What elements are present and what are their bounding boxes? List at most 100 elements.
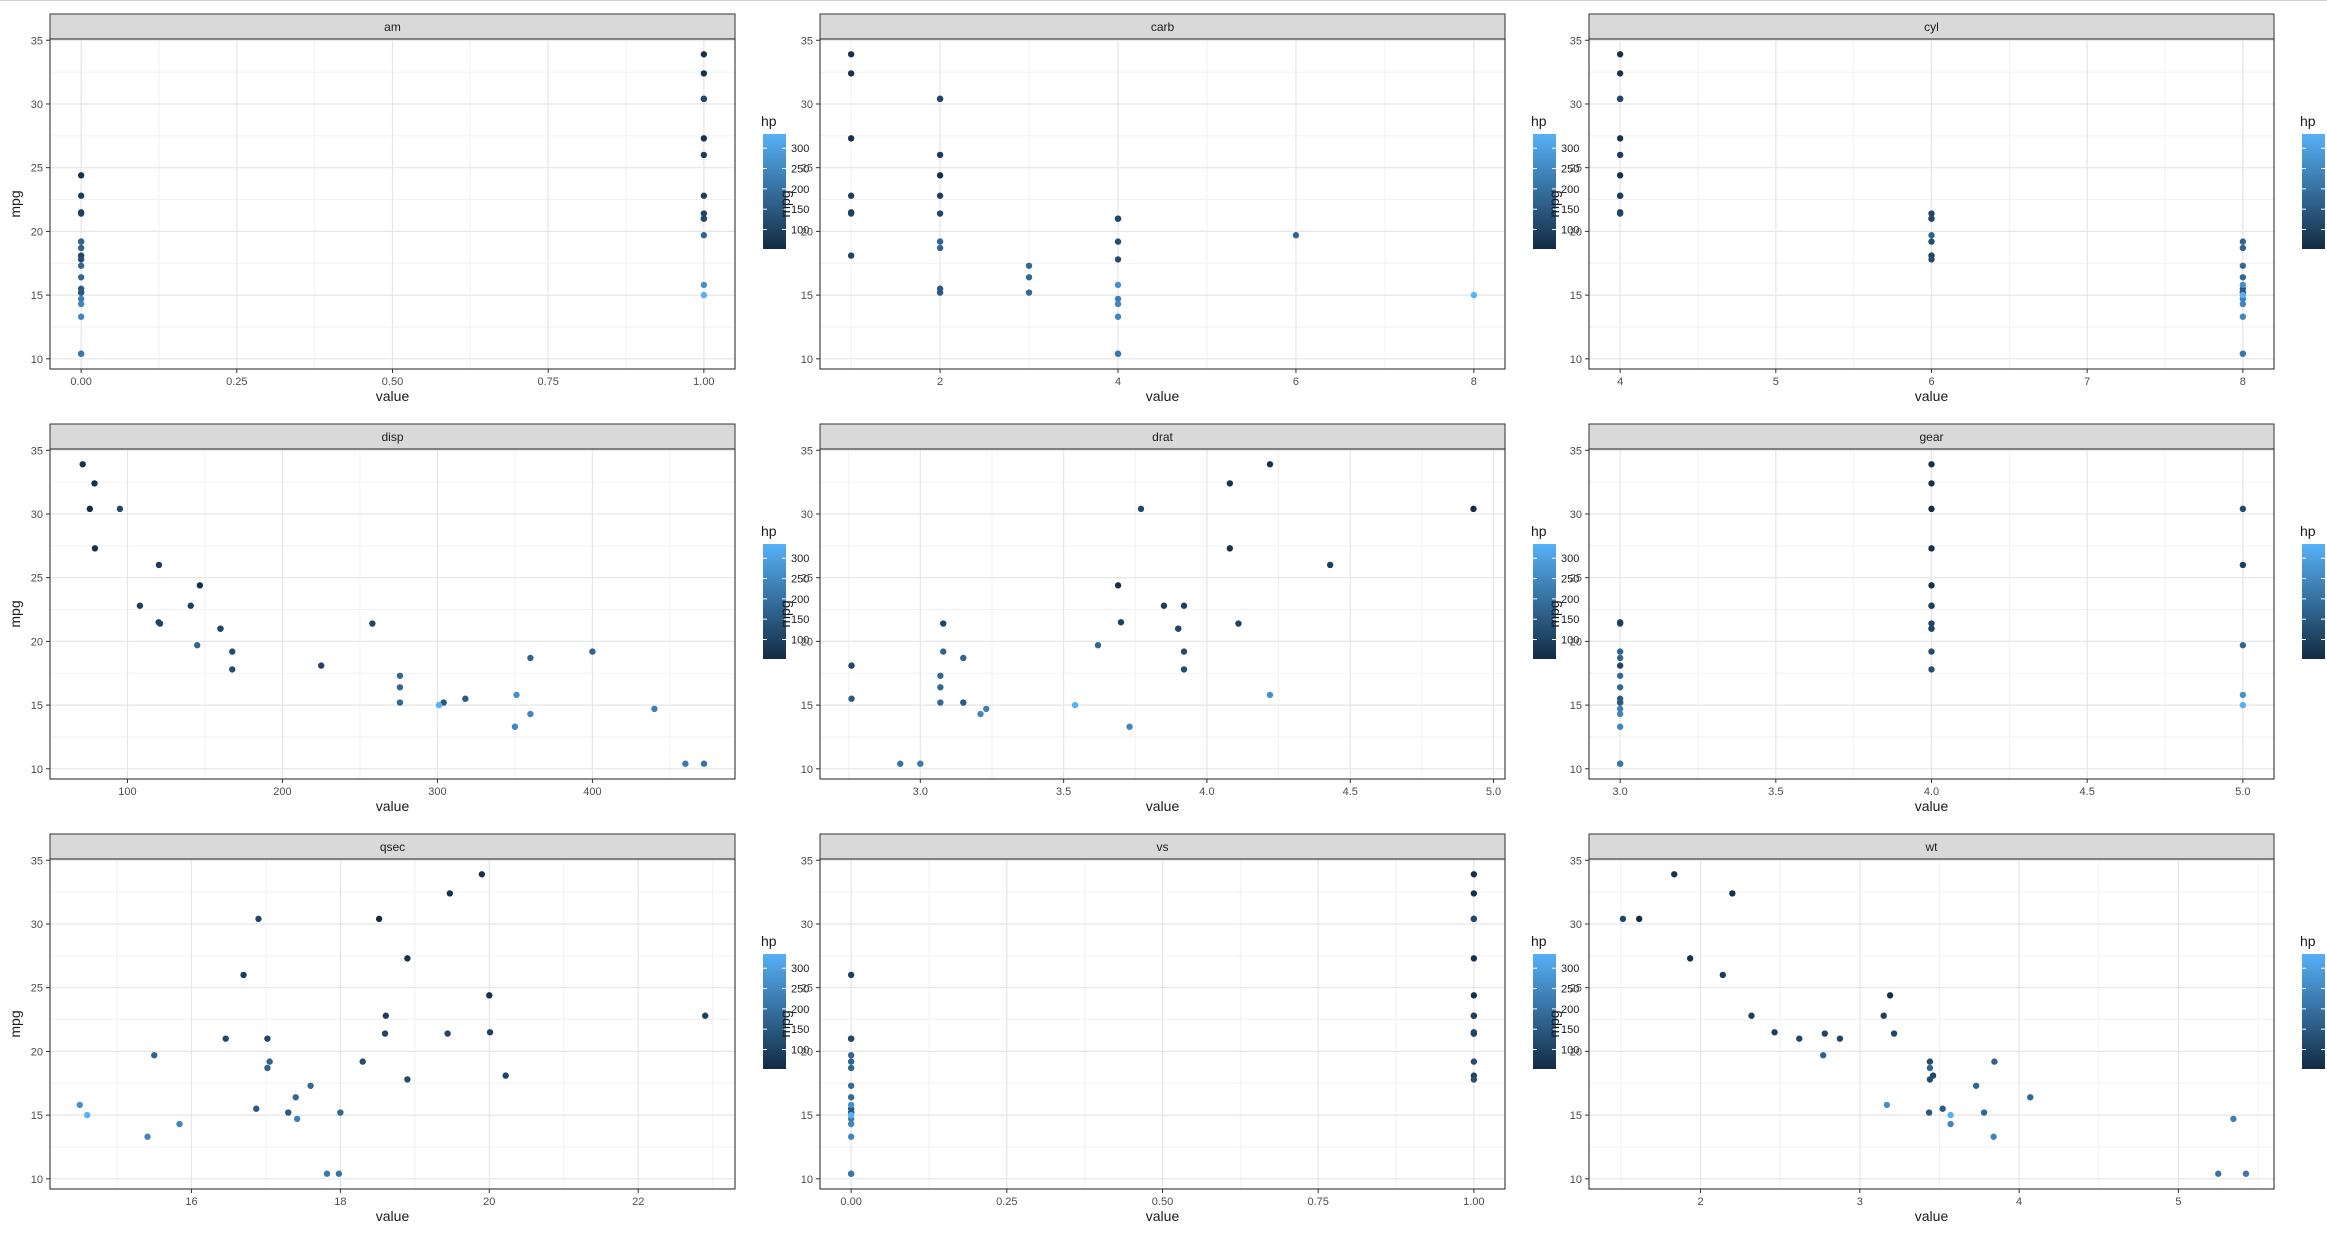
data-point [1616, 699, 1624, 706]
y-axis-title: mpg [777, 190, 793, 217]
data-point [1928, 666, 1935, 673]
data-point [1266, 691, 1274, 699]
data-point [1821, 1030, 1828, 1037]
panel-background [820, 39, 1505, 369]
strip-label: vs [1157, 840, 1169, 854]
data-point [1071, 701, 1079, 709]
x-tick-label: 2 [937, 376, 943, 388]
data-point [382, 1012, 389, 1019]
data-point [936, 238, 944, 245]
x-tick-label: 5.0 [1486, 786, 1501, 798]
data-point [1771, 1029, 1778, 1036]
strip-cyl [1588, 13, 2275, 40]
data-point [1928, 620, 1935, 627]
data-point [285, 1109, 292, 1116]
x-tick-label: 0.25 [226, 376, 247, 388]
y-tick-label: 25 [31, 983, 43, 995]
y-tick-label: 15 [801, 290, 813, 302]
data-point [847, 135, 855, 142]
data-point [486, 992, 493, 999]
y-tick-label: 20 [801, 1046, 813, 1058]
y-axis-title: mpg [7, 1010, 23, 1037]
data-point [937, 672, 944, 679]
data-point [2239, 505, 2247, 513]
data-point [79, 461, 86, 468]
data-point [1947, 1111, 1954, 1119]
y-tick-label: 25 [31, 573, 43, 585]
x-tick-label: 18 [334, 1196, 346, 1208]
data-point [77, 289, 85, 296]
y-tick-label: 10 [31, 354, 43, 366]
data-point [1094, 642, 1102, 649]
legend-tick-label: 300 [791, 963, 809, 975]
data-point [462, 695, 469, 702]
panel-background [50, 449, 735, 779]
x-tick-label: 16 [185, 1196, 197, 1208]
data-point [1729, 890, 1736, 897]
y-tick-label: 25 [801, 983, 813, 995]
panel-border [819, 448, 1506, 780]
data-point [589, 648, 596, 655]
y-tick-label: 20 [31, 636, 43, 648]
x-axis-title: value [1915, 388, 1949, 404]
data-point [1928, 602, 1935, 609]
legend-tick-label: 150 [791, 1024, 809, 1036]
data-point [86, 505, 94, 513]
data-point [847, 1052, 855, 1059]
data-point [1928, 210, 1935, 217]
legend-tick-label: 100 [1561, 634, 1579, 646]
y-tick-label: 25 [1570, 573, 1582, 585]
data-point [1616, 619, 1624, 626]
panel-background [820, 449, 1505, 779]
y-tick-label: 30 [801, 99, 813, 111]
y-tick-label: 30 [31, 919, 43, 931]
data-point [381, 1030, 389, 1037]
data-point [1616, 723, 1624, 730]
data-point [1117, 619, 1125, 626]
data-point [527, 710, 534, 718]
data-point [1939, 1105, 1946, 1112]
data-point [1890, 1030, 1898, 1037]
data-point [2239, 291, 2247, 299]
data-point [1616, 705, 1624, 713]
data-point [1616, 654, 1624, 662]
data-point [1175, 625, 1182, 632]
data-point [1616, 192, 1624, 199]
y-tick-label: 20 [31, 1046, 43, 1058]
x-tick-label: 3.0 [1612, 786, 1627, 798]
y-axis-title: mpg [1546, 1010, 1562, 1037]
x-tick-label: 200 [273, 786, 291, 798]
data-point [2239, 642, 2247, 649]
x-tick-label: 1.00 [1463, 1196, 1484, 1208]
data-point [1226, 545, 1234, 552]
strip-am [49, 13, 736, 40]
legend-tick-label: 150 [1561, 614, 1579, 626]
data-point [396, 672, 404, 679]
data-point [700, 210, 708, 217]
legend-colorbar [763, 544, 786, 659]
data-point [156, 620, 164, 627]
data-point [1292, 232, 1300, 239]
data-point [502, 1072, 509, 1079]
y-tick-label: 25 [801, 573, 813, 585]
data-point [1126, 723, 1133, 730]
strip-disp [49, 423, 736, 450]
data-point [1616, 710, 1624, 718]
data-point [1616, 672, 1624, 679]
data-point [1326, 561, 1334, 569]
panel-background [1589, 859, 2274, 1189]
data-point [396, 684, 404, 691]
data-point [1616, 151, 1624, 159]
x-tick-label: 0.75 [1307, 1196, 1328, 1208]
x-axis-title: value [376, 798, 410, 814]
y-tick-label: 10 [801, 1174, 813, 1186]
legend-title: hp [2300, 933, 2316, 949]
data-point [2230, 1115, 2237, 1123]
data-point [1883, 1101, 1891, 1109]
data-point [2239, 350, 2247, 357]
legend-tick-label: 300 [791, 553, 809, 565]
data-point [2215, 1170, 2222, 1177]
x-tick-label: 5 [2175, 1196, 2181, 1208]
y-tick-label: 20 [1570, 226, 1582, 238]
